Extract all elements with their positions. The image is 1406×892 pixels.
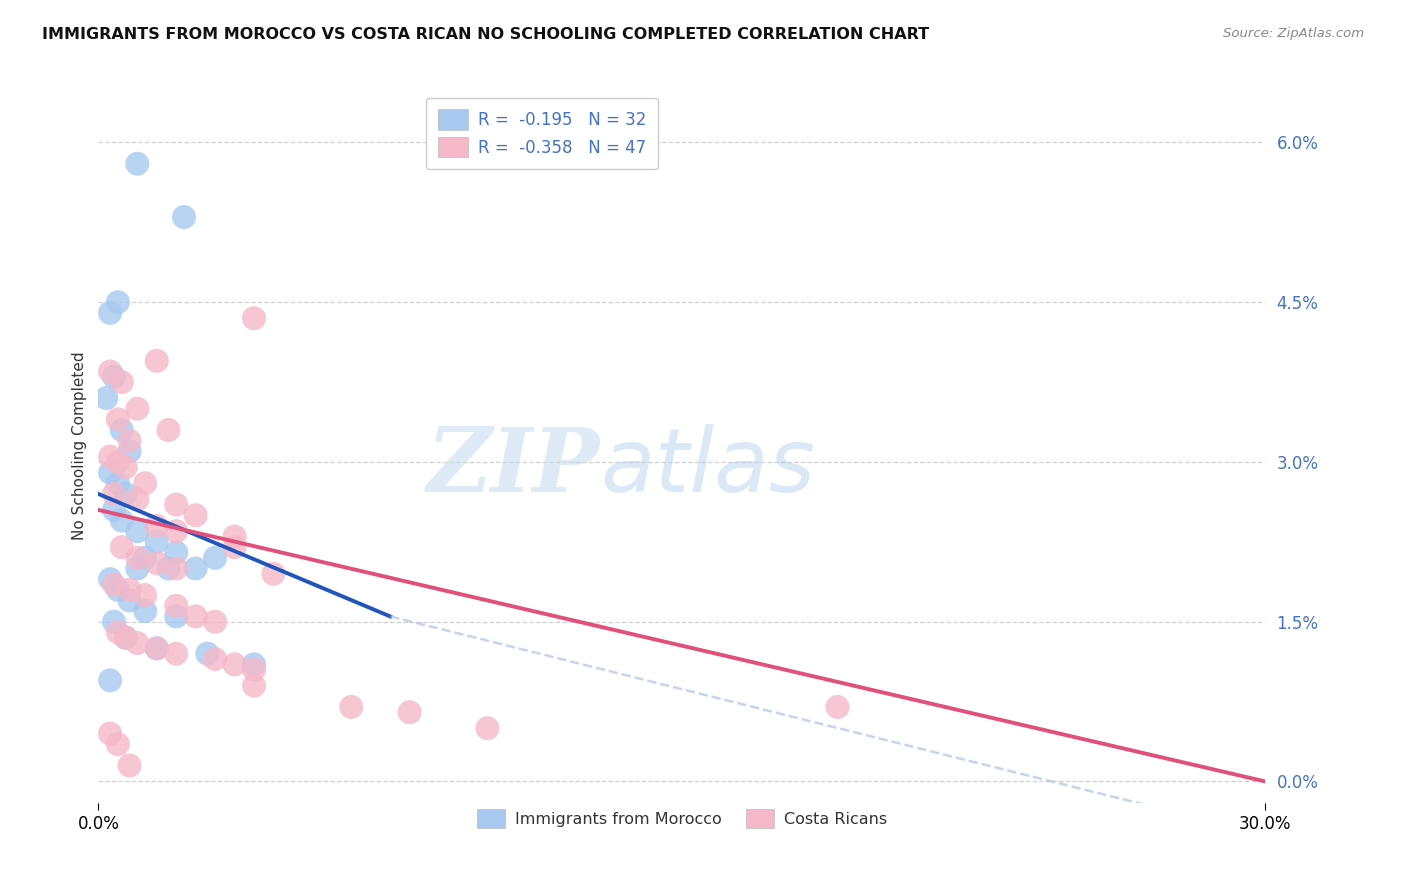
Point	[107, 295, 129, 310]
Point	[98, 306, 121, 320]
Point	[127, 492, 149, 507]
Point	[184, 508, 207, 523]
Point	[224, 657, 246, 672]
Point	[127, 157, 149, 171]
Point	[107, 476, 129, 491]
Point	[165, 498, 187, 512]
Point	[103, 487, 125, 501]
Point	[165, 561, 187, 575]
Point	[827, 700, 849, 714]
Point	[477, 721, 499, 735]
Point	[204, 550, 226, 565]
Point	[127, 636, 149, 650]
Legend: Immigrants from Morocco, Costa Ricans: Immigrants from Morocco, Costa Ricans	[467, 799, 897, 838]
Point	[134, 604, 156, 618]
Point	[107, 625, 129, 640]
Point	[224, 540, 246, 554]
Point	[111, 423, 134, 437]
Point	[98, 364, 121, 378]
Point	[103, 577, 125, 591]
Point	[118, 582, 141, 597]
Point	[243, 657, 266, 672]
Point	[224, 529, 246, 543]
Point	[98, 673, 121, 688]
Point	[118, 758, 141, 772]
Point	[127, 550, 149, 565]
Point	[134, 476, 156, 491]
Point	[103, 615, 125, 629]
Point	[243, 311, 266, 326]
Point	[118, 444, 141, 458]
Point	[107, 412, 129, 426]
Point	[165, 545, 187, 559]
Point	[107, 737, 129, 751]
Point	[146, 641, 169, 656]
Point	[134, 588, 156, 602]
Point	[111, 375, 134, 389]
Point	[127, 401, 149, 416]
Point	[146, 353, 169, 368]
Text: Source: ZipAtlas.com: Source: ZipAtlas.com	[1223, 27, 1364, 40]
Point	[98, 572, 121, 586]
Point	[157, 423, 180, 437]
Point	[340, 700, 363, 714]
Point	[165, 524, 187, 539]
Point	[127, 561, 149, 575]
Point	[114, 631, 136, 645]
Point	[195, 647, 218, 661]
Point	[173, 210, 195, 224]
Point	[262, 566, 284, 581]
Point	[111, 540, 134, 554]
Point	[165, 599, 187, 613]
Point	[127, 524, 149, 539]
Point	[114, 631, 136, 645]
Y-axis label: No Schooling Completed: No Schooling Completed	[72, 351, 87, 541]
Point	[146, 556, 169, 570]
Point	[184, 561, 207, 575]
Text: ZIP: ZIP	[427, 425, 600, 510]
Point	[118, 593, 141, 607]
Point	[204, 615, 226, 629]
Point	[134, 550, 156, 565]
Point	[103, 369, 125, 384]
Point	[107, 582, 129, 597]
Point	[96, 391, 118, 405]
Point	[146, 519, 169, 533]
Point	[98, 466, 121, 480]
Point	[98, 450, 121, 464]
Point	[157, 561, 180, 575]
Point	[111, 514, 134, 528]
Point	[243, 679, 266, 693]
Point	[146, 534, 169, 549]
Point	[146, 641, 169, 656]
Point	[103, 503, 125, 517]
Point	[243, 663, 266, 677]
Point	[184, 609, 207, 624]
Point	[107, 455, 129, 469]
Point	[114, 460, 136, 475]
Point	[118, 434, 141, 448]
Text: atlas: atlas	[600, 425, 815, 510]
Point	[165, 647, 187, 661]
Point	[398, 706, 420, 720]
Text: IMMIGRANTS FROM MOROCCO VS COSTA RICAN NO SCHOOLING COMPLETED CORRELATION CHART: IMMIGRANTS FROM MOROCCO VS COSTA RICAN N…	[42, 27, 929, 42]
Point	[98, 726, 121, 740]
Point	[204, 652, 226, 666]
Point	[114, 487, 136, 501]
Point	[165, 609, 187, 624]
